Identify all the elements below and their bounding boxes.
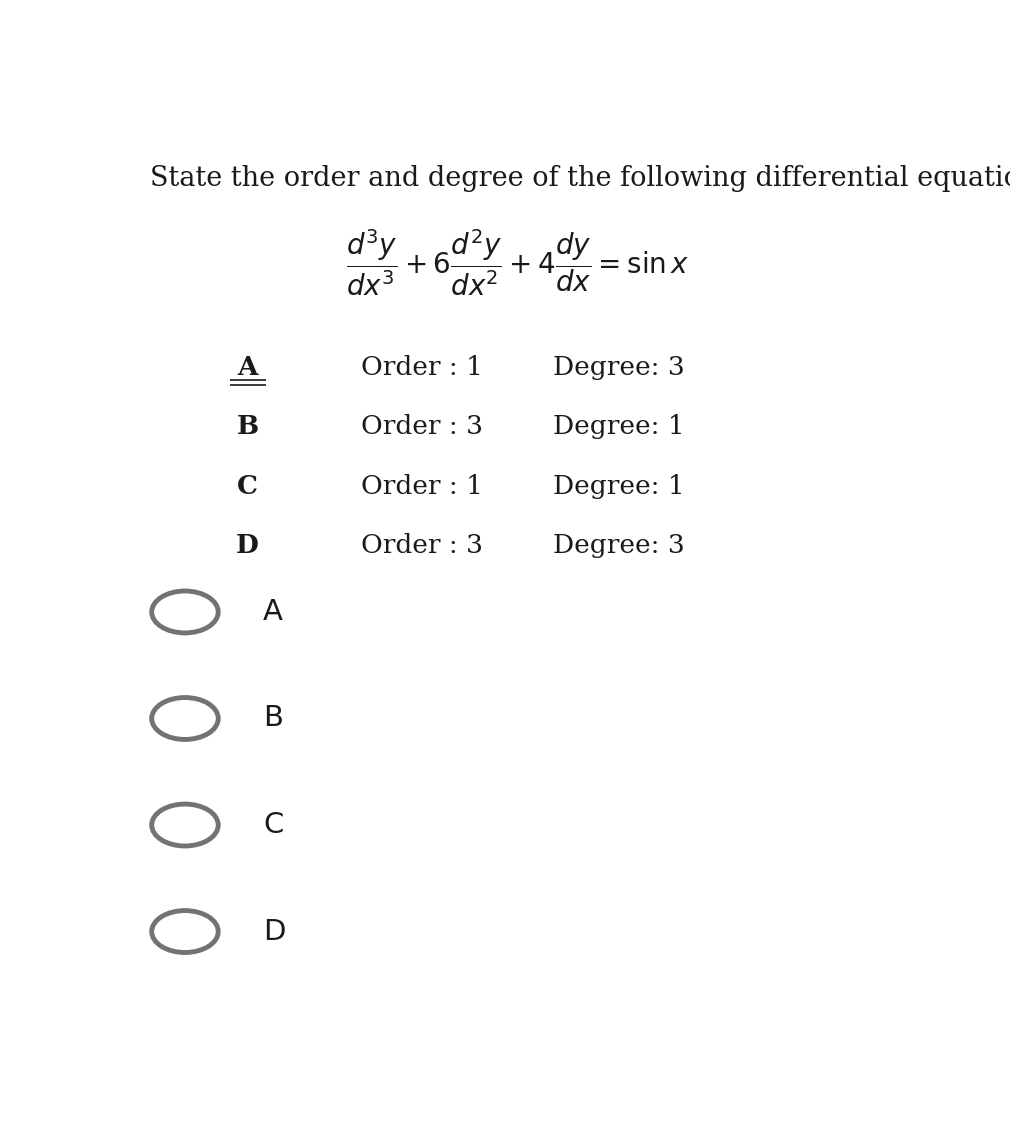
Text: C: C	[264, 811, 284, 839]
Text: State the order and degree of the following differential equation: State the order and degree of the follow…	[149, 164, 1010, 192]
Text: A: A	[237, 355, 258, 380]
Text: Degree: 3: Degree: 3	[552, 533, 685, 558]
Text: Degree: 1: Degree: 1	[552, 474, 685, 499]
Text: D: D	[236, 533, 259, 558]
Text: Degree: 1: Degree: 1	[552, 414, 685, 439]
Text: Degree: 3: Degree: 3	[552, 355, 685, 380]
Text: Order : 3: Order : 3	[362, 533, 483, 558]
Text: B: B	[236, 414, 259, 439]
Text: $\dfrac{d^3y}{dx^3}+6\dfrac{d^2y}{dx^2}+4\dfrac{dy}{dx}=\sin x$: $\dfrac{d^3y}{dx^3}+6\dfrac{d^2y}{dx^2}+…	[345, 228, 690, 298]
Text: Order : 1: Order : 1	[362, 474, 483, 499]
Text: A: A	[264, 598, 283, 626]
Text: Order : 1: Order : 1	[362, 355, 483, 380]
Text: C: C	[237, 474, 259, 499]
Text: D: D	[264, 917, 286, 946]
Text: Order : 3: Order : 3	[362, 414, 483, 439]
Text: B: B	[264, 704, 283, 733]
